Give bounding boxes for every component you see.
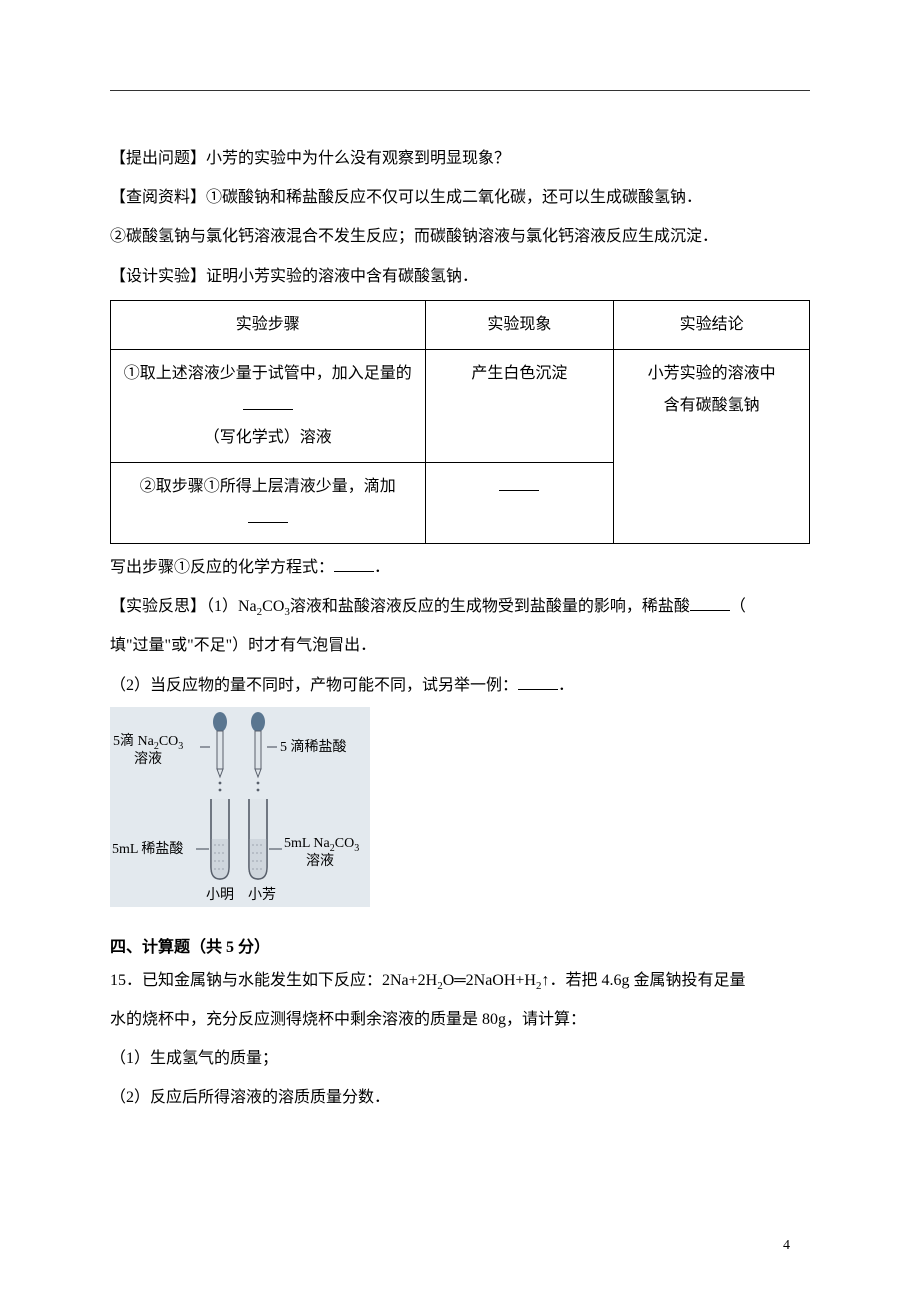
r1-post: （	[730, 598, 746, 615]
para-question: 【提出问题】小芳的实验中为什么没有观察到明显现象？	[110, 141, 810, 176]
para-reflect-1b: 填"过量"或"不足"）时才有气泡冒出．	[110, 628, 810, 663]
para-equation: 写出步骤①反应的化学方程式： ．	[110, 550, 810, 585]
table-cell-step1: ①取上述溶液少量于试管中，加入足量的 （写化学式）溶液	[111, 349, 426, 462]
eq-post: ．	[374, 559, 390, 576]
r1-mid2: 溶液和盐酸溶液反应的生成物受到盐酸量的影响，稀盐酸	[290, 598, 690, 615]
blank-step2[interactable]	[248, 508, 288, 523]
page: 【提出问题】小芳的实验中为什么没有观察到明显现象？ 【查阅资料】①碳酸钠和稀盐酸…	[0, 0, 920, 1302]
table-cell-phenom2	[425, 462, 614, 543]
table-cell-step2: ②取步骤①所得上层清液少量，滴加	[111, 462, 426, 543]
para-ref-2: ②碳酸氢钠与氯化钙溶液混合不发生反应；而碳酸钠溶液与氯化钙溶液反应生成沉淀．	[110, 219, 810, 254]
para-reflect-2: （2）当反应物的量不同时，产物可能不同，试另举一例： ．	[110, 668, 810, 703]
label-right-bot-line2: 溶液	[306, 853, 334, 869]
q15-pre: 15．已知金属钠与水能发生如下反应：2Na+2H	[110, 972, 437, 989]
blank-phenom2[interactable]	[499, 476, 539, 491]
table-header-phenomenon: 实验现象	[425, 300, 614, 349]
blank-formula[interactable]	[243, 395, 293, 410]
table-header-conclusion: 实验结论	[614, 300, 810, 349]
table-cell-conclusion: 小芳实验的溶液中 含有碳酸氢钠	[614, 349, 810, 543]
table-cell-phenom1: 产生白色沉淀	[425, 349, 614, 462]
r1-pre: 【实验反思】（1）Na	[110, 598, 257, 615]
q15-line1: 15．已知金属钠与水能发生如下反应：2Na+2H2O═2NaOH+H2↑．若把 …	[110, 963, 810, 998]
label-right-top: 5 滴稀盐酸	[280, 738, 347, 755]
q15-mid2: ↑．若把 4.6g 金属钠投有足量	[541, 972, 745, 989]
lrb-pre: 5mL Na	[284, 836, 331, 851]
label-left-top-line2: 溶液	[134, 751, 162, 767]
experiment-table: 实验步骤 实验现象 实验结论 ①取上述溶液少量于试管中，加入足量的 （写化学式）…	[110, 300, 810, 544]
para-reflect-1: 【实验反思】（1）Na2CO3溶液和盐酸溶液反应的生成物受到盐酸量的影响，稀盐酸…	[110, 589, 810, 624]
q15-sub2: （2）反应后所得溶液的溶质质量分数．	[110, 1080, 810, 1115]
tube-right	[249, 799, 267, 879]
blank-example[interactable]	[518, 675, 558, 690]
conclusion-line1: 小芳实验的溶液中	[648, 365, 776, 382]
name-left: 小明	[206, 887, 234, 903]
step1-line1: ①取上述溶液少量于试管中，加入足量的	[124, 365, 412, 382]
q15-sub1: （1）生成氢气的质量；	[110, 1041, 810, 1076]
r2-post: ．	[558, 677, 574, 694]
table-header-steps: 实验步骤	[111, 300, 426, 349]
eq-pre: 写出步骤①反应的化学方程式：	[110, 559, 334, 576]
para-ref-1: 【查阅资料】①碳酸钠和稀盐酸反应不仅可以生成二氧化碳，还可以生成碳酸氢钠．	[110, 180, 810, 215]
r2-pre: （2）当反应物的量不同时，产物可能不同，试另举一例：	[110, 677, 518, 694]
blank-excess[interactable]	[690, 596, 730, 611]
llt-pre: 5滴 Na	[113, 732, 155, 749]
lrb-s2: 3	[354, 843, 359, 854]
name-right: 小芳	[248, 886, 276, 903]
llt-mid: CO	[159, 734, 178, 749]
tube-left	[211, 799, 229, 879]
page-number: 4	[783, 1238, 790, 1254]
top-rule	[110, 90, 810, 91]
q15-line2: 水的烧杯中，充分反应测得烧杯中剩余溶液的质量是 80g，请计算：	[110, 1002, 810, 1037]
llt-s2: 3	[178, 741, 183, 752]
blank-equation[interactable]	[334, 557, 374, 572]
section-4-heading: 四、计算题（共 5 分）	[110, 933, 810, 957]
r1-mid1: CO	[262, 598, 284, 615]
step1-line2: （写化学式）溶液	[204, 429, 332, 446]
label-left-bot: 5mL 稀盐酸	[112, 841, 183, 857]
step2-text: ②取步骤①所得上层清液少量，滴加	[140, 478, 396, 495]
conclusion-line2: 含有碳酸氢钠	[664, 397, 760, 414]
para-design: 【设计实验】证明小芳实验的溶液中含有碳酸氢钠．	[110, 259, 810, 294]
experiment-diagram: 5滴 Na2CO3 溶液 5 滴稀盐酸 5mL 稀盐酸 5mL Na2CO3 溶…	[110, 707, 370, 907]
lrb-mid: CO	[335, 836, 354, 851]
q15-mid1: O═2NaOH+H	[443, 972, 536, 989]
